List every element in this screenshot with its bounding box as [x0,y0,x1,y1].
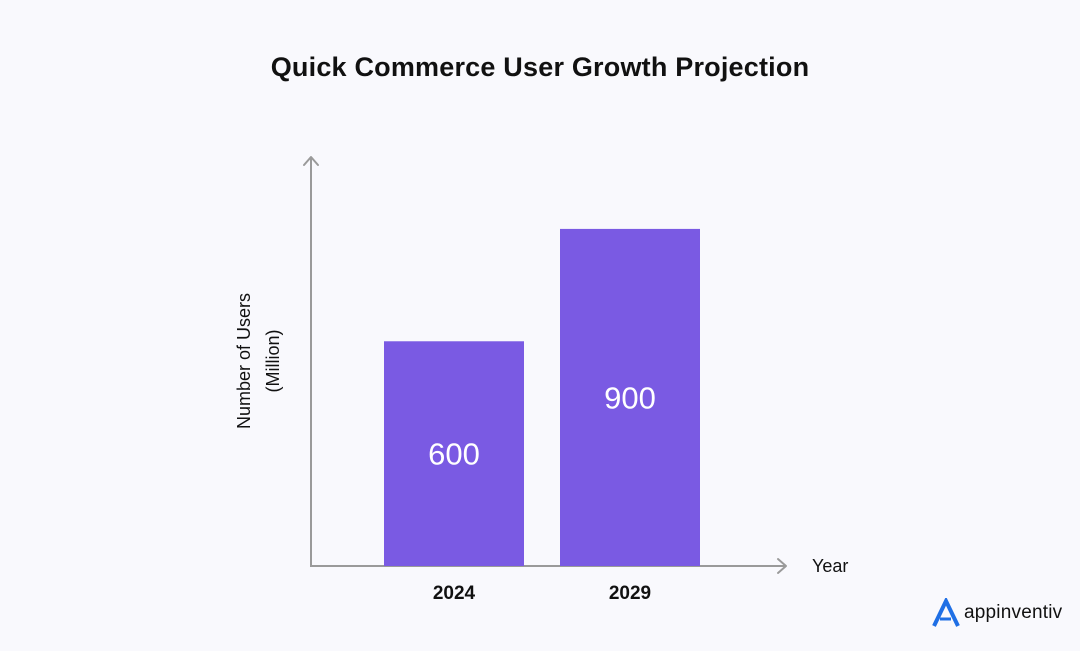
brand: appinventiv [931,596,1062,630]
brand-name: appinventiv [964,602,1063,623]
x-tick-label-2029: 2029 [609,583,651,604]
bars [384,228,700,566]
axes [303,156,787,574]
y-axis-arrow [303,156,319,166]
appinventiv-logo-icon [932,598,960,627]
bar-value-label-2029: 900 [604,380,656,415]
bar-value-label-2024: 600 [428,437,480,472]
bar-value-labels: 600 900 [428,380,656,471]
x-axis-label: Year [812,556,848,576]
y-axis-label-line-2: (Million) [263,330,283,393]
x-tick-labels: 2024 2029 [433,583,651,604]
x-axis-arrow [777,558,787,574]
bar-2024 [384,341,524,566]
bar-2029 [560,228,700,566]
chart-title: Quick Commerce User Growth Projection [270,52,810,82]
y-axis-label-line-1: Number of Users [234,293,254,429]
x-tick-label-2024: 2024 [433,583,476,604]
